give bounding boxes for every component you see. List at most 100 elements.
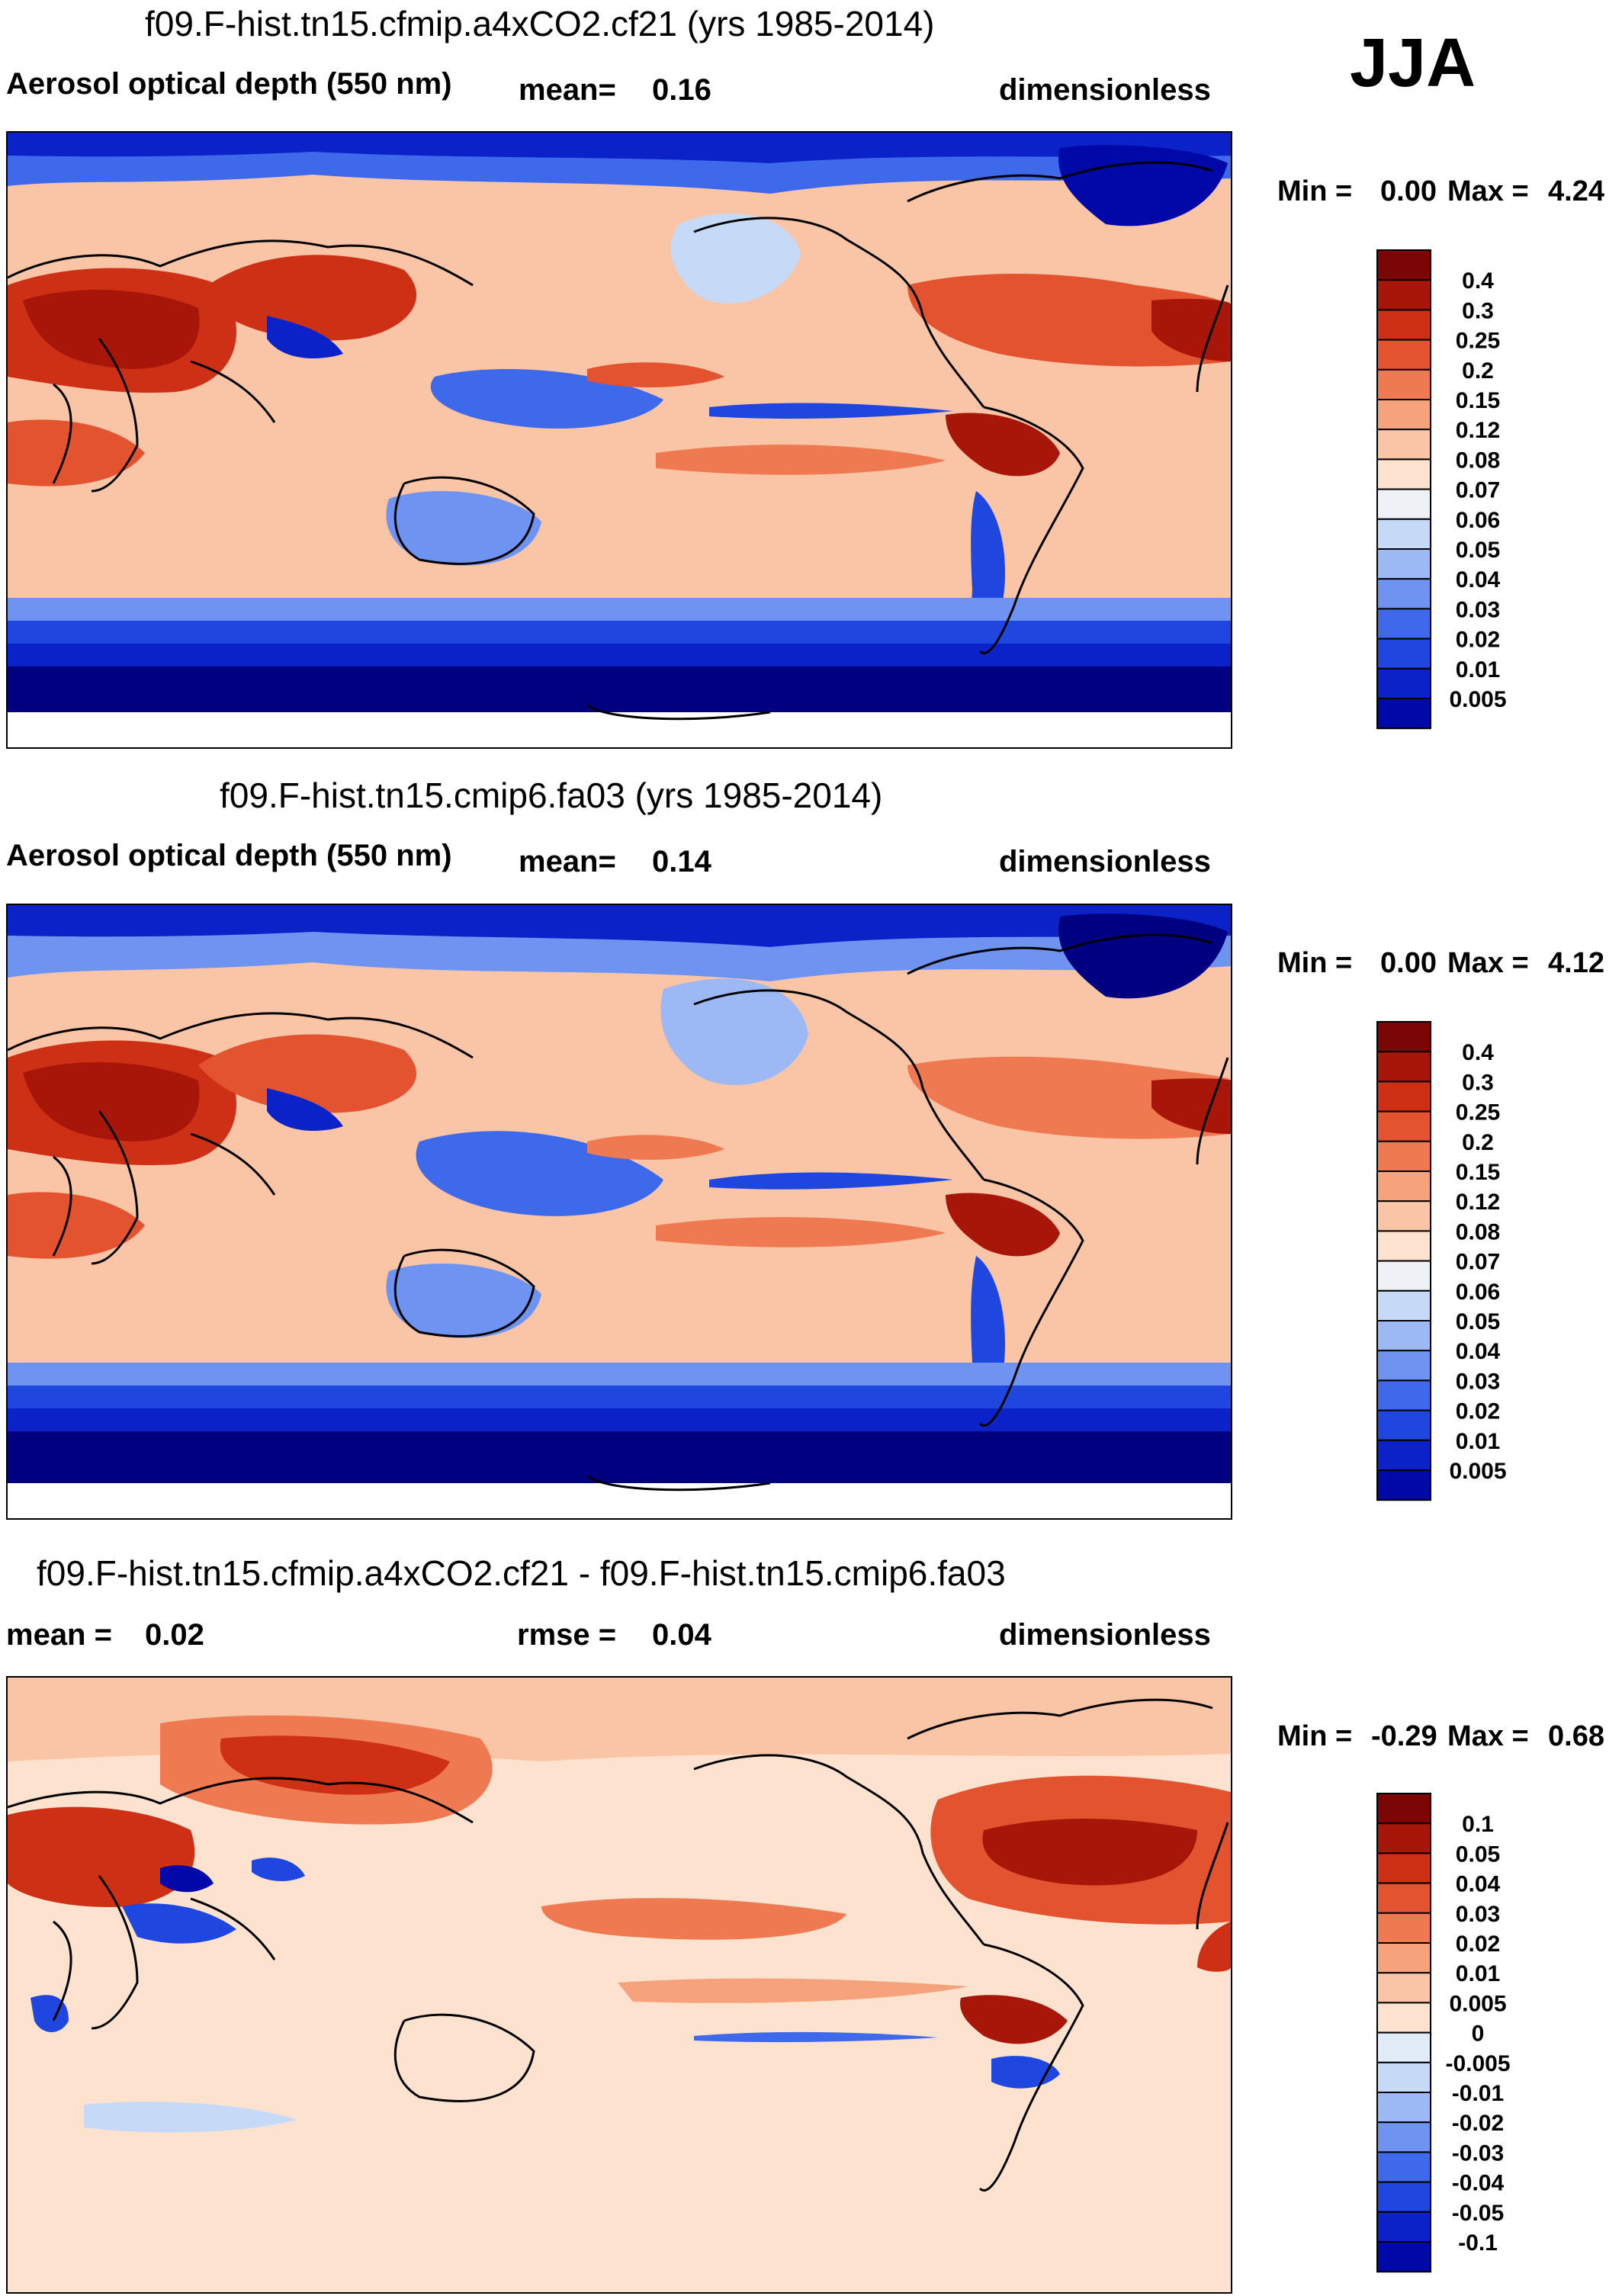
colorbar-tick-label: 0.04 [1456, 1872, 1501, 1897]
colorbar-box [1376, 667, 1431, 699]
panel-2-title: f09.F-hist.tn15.cmip6.fa03 (yrs 1985-201… [220, 776, 883, 815]
colorbar-box [1376, 1793, 1431, 1825]
colorbar-tick-label: 0.05 [1456, 538, 1500, 563]
panel-2-min-label: Min = [1277, 947, 1353, 979]
colorbar-tick-label: 0.1 [1462, 1812, 1494, 1837]
panel-3-min-label: Min = [1277, 1720, 1353, 1752]
colorbar-tick-label: 0.06 [1456, 1280, 1500, 1305]
colorbar-box [1376, 578, 1431, 610]
colorbar-box [1376, 2211, 1431, 2243]
colorbar-tick-label: 0.05 [1456, 1309, 1500, 1334]
colorbar-box [1376, 1051, 1431, 1083]
colorbar-box [1376, 279, 1431, 311]
panel-2-max-value: 4.12 [1548, 947, 1604, 979]
colorbar-tick-label: 0.005 [1449, 1459, 1506, 1484]
colorbar-tick-label: 0.08 [1456, 448, 1500, 473]
colorbar-tick-label: 0.07 [1456, 478, 1500, 503]
colorbar-box [1376, 1942, 1431, 1974]
colorbar-box [1376, 1972, 1431, 2004]
colorbar-tick-label: 0 [1472, 2021, 1485, 2047]
colorbar-tick-label: 0.12 [1456, 418, 1500, 443]
panel-3-rmse-label: rmse = [517, 1618, 617, 1652]
colorbar-box [1376, 1170, 1431, 1203]
colorbar-box [1376, 368, 1431, 401]
colorbar-box [1376, 1822, 1431, 1854]
colorbar-tick-label: 0.03 [1456, 1369, 1500, 1394]
colorbar-box [1376, 2092, 1431, 2124]
colorbar-tick-label: 0.02 [1456, 1399, 1500, 1424]
panel-2-mean-label: mean= [519, 845, 616, 878]
colorbar-box [1376, 1852, 1431, 1884]
panel-2-colorbar: 0.4 0.3 0.25 0.2 0.15 0.12 0.08 0.07 0.06 0.05 0.0… [1376, 1021, 1575, 1510]
colorbar-tick-label: 0.25 [1456, 329, 1500, 354]
colorbar-box [1376, 1260, 1431, 1292]
colorbar-tick-label: 0.04 [1456, 1339, 1501, 1364]
panel-1-mean-label: mean= [519, 73, 616, 107]
colorbar-box [1376, 1230, 1431, 1262]
panel-1-mean-value: 0.16 [652, 73, 711, 107]
colorbar-box [1376, 2241, 1431, 2273]
panel-1-title: f09.F-hist.tn15.cfmip.a4xCO2.cf21 (yrs 1… [145, 4, 935, 43]
colorbar-box [1376, 1200, 1431, 1232]
colorbar-box [1376, 309, 1431, 341]
colorbar-tick-label: 0.02 [1456, 1932, 1500, 1957]
panel-3-min-value: -0.29 [1371, 1720, 1437, 1752]
panel-1-min-label: Min = [1277, 175, 1353, 207]
panel-1-units: dimensionless [999, 73, 1211, 107]
season-label: JJA [1350, 25, 1476, 101]
colorbar-box [1376, 518, 1431, 550]
colorbar-tick-label: -0.005 [1445, 2051, 1510, 2076]
colorbar-box [1376, 1882, 1431, 1914]
colorbar-tick-label: 0.03 [1456, 1902, 1500, 1927]
colorbar-tick-label: -0.1 [1458, 2230, 1498, 2256]
panel-3-colorbar: 0.1 0.05 0.04 0.03 0.02 0.01 0.005 0 -0.005 -0.01… [1376, 1793, 1575, 2282]
colorbar-tick-label: 0.12 [1456, 1190, 1500, 1215]
panel-2-units: dimensionless [999, 845, 1211, 878]
colorbar-box [1376, 1320, 1431, 1352]
panel-2-map [6, 904, 1232, 1520]
panel-2-min-value: 0.00 [1380, 947, 1437, 979]
colorbar-tick-label: -0.03 [1452, 2140, 1504, 2166]
colorbar-tick-label: 0.01 [1456, 1961, 1500, 1986]
colorbar-tick-label: -0.01 [1452, 2081, 1504, 2106]
colorbar-box [1376, 1439, 1431, 1471]
panel-3-max-value: 0.68 [1548, 1720, 1604, 1752]
panel-1-variable-label: Aerosol optical depth (550 nm) [6, 67, 452, 101]
colorbar-box [1376, 2151, 1431, 2183]
colorbar-box [1376, 488, 1431, 520]
colorbar-box [1376, 1081, 1431, 1113]
colorbar-tick-label: 0.4 [1462, 268, 1494, 294]
colorbar-box [1376, 2061, 1431, 2093]
colorbar-box [1376, 399, 1431, 431]
colorbar-box [1376, 1379, 1431, 1411]
panel-3-units: dimensionless [999, 1618, 1211, 1652]
colorbar-tick-label: 0.06 [1456, 508, 1500, 533]
colorbar-tick-label: 0.04 [1456, 567, 1501, 592]
colorbar-box [1376, 698, 1431, 730]
panel-3-mean-value: 0.02 [145, 1618, 204, 1652]
colorbar-box [1376, 548, 1431, 580]
panel-3-mean-label: mean = [6, 1618, 112, 1652]
panel-1-max-value: 4.24 [1548, 175, 1604, 207]
colorbar-box [1376, 2002, 1431, 2034]
colorbar-box [1376, 1350, 1431, 1382]
panel-1-min-value: 0.00 [1380, 175, 1437, 207]
panel-3-rmse-value: 0.04 [652, 1618, 711, 1652]
colorbar-tick-label: 0.08 [1456, 1219, 1500, 1244]
panel-2-max-label: Max = [1447, 947, 1529, 979]
colorbar-tick-label: 0.25 [1456, 1100, 1500, 1126]
colorbar-box [1376, 1469, 1431, 1501]
colorbar-box [1376, 1912, 1431, 1944]
colorbar-tick-label: 0.4 [1462, 1040, 1494, 1065]
colorbar-tick-label: 0.05 [1456, 1842, 1500, 1867]
panel-2-mean-value: 0.14 [652, 845, 711, 878]
colorbar-tick-label: 0.01 [1456, 657, 1500, 682]
colorbar-box [1376, 1140, 1431, 1173]
panel-1-map [6, 131, 1232, 749]
colorbar-box [1376, 1409, 1431, 1441]
colorbar-tick-label: -0.04 [1452, 2171, 1505, 2196]
colorbar-box [1376, 1110, 1431, 1142]
panel-3-title: f09.F-hist.tn15.cfmip.a4xCO2.cf21 - f09.… [37, 1553, 1006, 1593]
panel-1-max-label: Max = [1447, 175, 1529, 207]
colorbar-tick-label: -0.05 [1452, 2201, 1504, 2226]
